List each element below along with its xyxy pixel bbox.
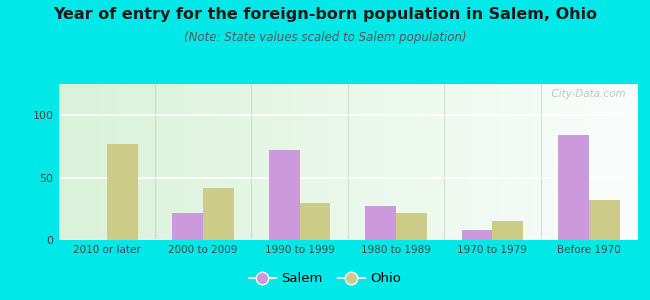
Bar [300, 202, 330, 240]
Bar [172, 212, 203, 240]
Text: City-Data.com: City-Data.com [545, 89, 625, 99]
Bar [558, 135, 589, 240]
Legend: Salem, Ohio: Salem, Ohio [244, 267, 406, 290]
Text: Year of entry for the foreign-born population in Salem, Ohio: Year of entry for the foreign-born popul… [53, 8, 597, 22]
Bar [268, 150, 300, 240]
Bar [203, 188, 234, 240]
Bar [462, 230, 492, 240]
Bar [365, 206, 396, 240]
Text: (Note: State values scaled to Salem population): (Note: State values scaled to Salem popu… [184, 32, 466, 44]
Bar [493, 221, 523, 240]
Bar [107, 144, 138, 240]
Bar [589, 200, 619, 240]
Bar [396, 212, 427, 240]
